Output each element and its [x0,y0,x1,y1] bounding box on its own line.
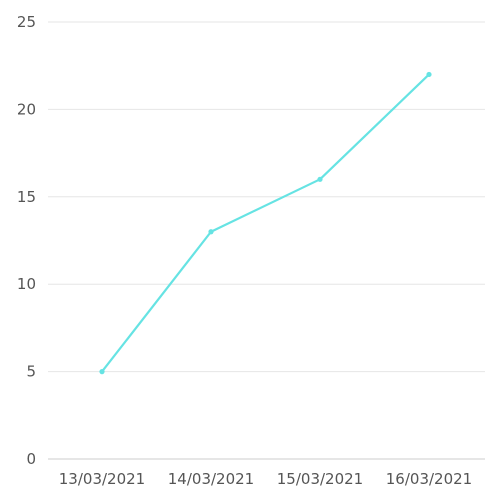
data-point[interactable] [208,229,214,235]
y-tick-label: 20 [17,100,36,118]
y-tick-label: 5 [26,363,36,381]
x-tick-label: 14/03/2021 [168,470,254,488]
x-tick-label: 16/03/2021 [386,470,472,488]
x-axis-ticks: 13/03/2021 14/03/2021 15/03/2021 16/03/2021 [59,470,472,488]
grid-layer [48,21,485,460]
y-tick-label: 15 [17,188,36,206]
series-line [100,73,431,373]
data-point[interactable] [99,369,105,375]
y-tick-label: 0 [26,450,36,468]
data-point[interactable] [426,71,432,78]
y-tick-label: 10 [17,275,36,293]
x-tick-label: 15/03/2021 [277,470,363,488]
y-axis-ticks: 0 5 10 15 20 25 [17,13,36,468]
x-tick-label: 13/03/2021 [59,470,145,488]
data-point[interactable] [317,176,323,182]
y-tick-label: 25 [17,13,36,31]
series-layer [99,71,432,375]
